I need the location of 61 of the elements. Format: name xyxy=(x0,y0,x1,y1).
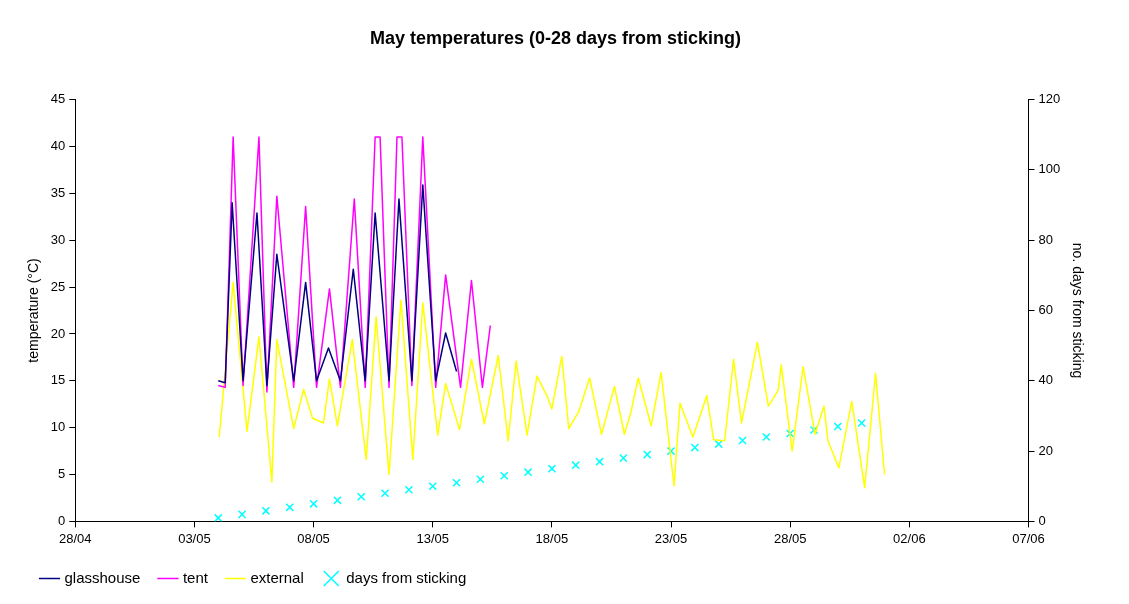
point xyxy=(547,464,557,473)
y-tick-label: 15 xyxy=(50,372,66,388)
point xyxy=(428,481,438,491)
y-tick-label: 35 xyxy=(50,184,66,200)
point xyxy=(213,513,223,522)
y2-tick-label: 20 xyxy=(1038,442,1053,458)
point xyxy=(237,510,247,519)
x-tick-label: 13/05 xyxy=(416,530,449,546)
point xyxy=(595,457,604,466)
y-tick-label: 5 xyxy=(58,466,66,482)
point xyxy=(452,478,461,488)
point xyxy=(809,425,819,435)
chart-title: May temperatures (0-28 days from sticking) xyxy=(369,27,742,48)
point xyxy=(666,446,676,456)
y2-tick-label: 80 xyxy=(1038,231,1053,247)
point xyxy=(380,488,390,498)
point xyxy=(476,474,485,484)
point xyxy=(785,429,795,438)
y2-tick-label: 100 xyxy=(1038,161,1061,177)
point xyxy=(499,471,509,480)
legend-label: days from sticking xyxy=(346,568,467,586)
point xyxy=(333,496,342,505)
point xyxy=(738,436,747,445)
point xyxy=(523,467,533,477)
x-tick-label: 28/05 xyxy=(773,530,807,546)
y-tick-label: 30 xyxy=(50,231,66,247)
x-tick-label: 28/04 xyxy=(58,530,92,546)
y2-tick-label: 60 xyxy=(1038,302,1053,318)
y-axis-title: temperature (°C) xyxy=(25,258,42,363)
point xyxy=(833,422,843,431)
point xyxy=(571,460,580,470)
x-tick-label: 08/05 xyxy=(297,530,330,546)
point xyxy=(404,485,414,495)
y-tick-label: 0 xyxy=(58,512,66,528)
y2-axis-title: no. days from sticking xyxy=(1069,242,1086,379)
y2-tick-label: 120 xyxy=(1038,91,1061,107)
point xyxy=(714,439,723,449)
legend-label: tent xyxy=(182,568,209,586)
y-tick-label: 20 xyxy=(50,325,66,341)
point xyxy=(857,418,866,428)
y2-tick-label: 40 xyxy=(1038,372,1053,388)
y-tick-label: 25 xyxy=(50,278,66,294)
y-tick-label: 10 xyxy=(50,419,66,435)
y2-tick-label: 0 xyxy=(1038,512,1046,528)
legend-label: glasshouse xyxy=(64,568,141,586)
point xyxy=(762,432,771,442)
point xyxy=(356,492,366,502)
x-tick-label: 23/05 xyxy=(654,530,688,546)
point xyxy=(642,450,652,459)
x-tick-label: 03/05 xyxy=(178,530,211,546)
point xyxy=(309,499,318,509)
point xyxy=(619,453,628,463)
point xyxy=(261,506,271,516)
point xyxy=(285,503,295,512)
y-tick-label: 45 xyxy=(50,91,66,107)
point xyxy=(690,443,700,452)
x-tick-label: 18/05 xyxy=(535,530,569,546)
legend-label: external xyxy=(250,568,304,586)
x-tick-label: 07/06 xyxy=(1012,530,1045,546)
x-tick-label: 02/06 xyxy=(893,530,926,546)
y-tick-label: 40 xyxy=(50,138,66,154)
